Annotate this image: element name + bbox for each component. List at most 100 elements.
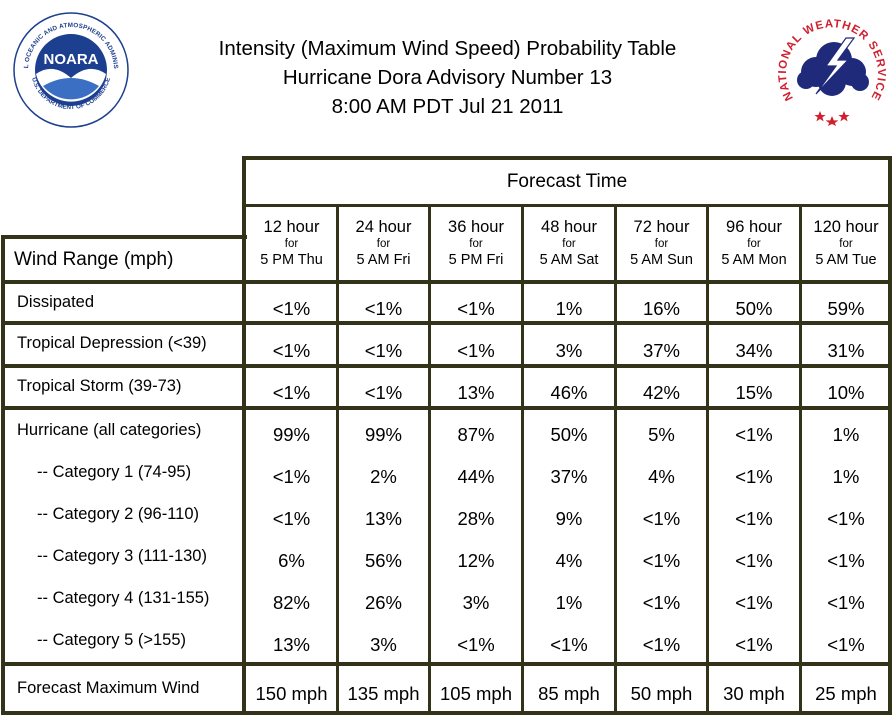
category-row-2-value: <1% — [642, 508, 681, 529]
category-row-5-value: <1% — [735, 634, 773, 655]
cloud-icon — [797, 42, 869, 96]
column-header-2: 24 hour for 5 AM Fri — [339, 207, 428, 280]
forecast-max-wind-value: 50 mph — [630, 683, 693, 704]
category-row-1-value: 2% — [370, 466, 397, 487]
table-row-2-value: <1% — [364, 340, 403, 361]
column-header-hour: 24 hour — [355, 218, 412, 237]
table-row-1-value: 50% — [735, 298, 773, 319]
row-label: Tropical Storm (39-73) — [17, 376, 182, 395]
hurricane-label: Hurricane (all categories) — [17, 420, 202, 439]
hurricane-row-value: 99% — [272, 424, 311, 445]
category-row-3-value: 56% — [364, 550, 403, 571]
category-row-5-value: <1% — [642, 634, 681, 655]
column-header-for: for — [469, 237, 483, 250]
category-row-1-value: 4% — [648, 466, 675, 487]
column-header-hour: 96 hour — [726, 218, 782, 237]
hurricane-row-value: 50% — [550, 424, 588, 445]
grid-line-row-2 — [1, 364, 891, 368]
category-label: -- Category 3 (111-130) — [37, 546, 207, 565]
column-header-1: 12 hour for 5 PM Thu — [247, 207, 336, 280]
column-header-when: 5 AM Mon — [721, 252, 787, 269]
column-header-when: 5 PM Thu — [260, 252, 323, 269]
table-row-3-value: 15% — [735, 382, 773, 403]
category-row-3-value: 6% — [278, 550, 305, 571]
category-row-1-value: 44% — [457, 466, 495, 487]
table-row-1-value: 16% — [642, 298, 681, 319]
title-line-1: Intensity (Maximum Wind Speed) Probabili… — [218, 37, 677, 60]
table-row-3-value: <1% — [272, 382, 311, 403]
column-header-when: 5 PM Fri — [448, 252, 504, 269]
hurricane-row-value: 5% — [648, 424, 675, 445]
forecast-max-wind-label: Forecast Maximum Wind — [17, 678, 200, 697]
table-row-3-value: 42% — [642, 382, 681, 403]
page-title: Intensity (Maximum Wind Speed) Probabili… — [150, 34, 745, 121]
column-header-for: for — [654, 237, 669, 250]
category-row-1-value: 37% — [550, 466, 588, 487]
grid-line-col-5 — [706, 204, 709, 715]
grid-line-row-4 — [1, 662, 891, 666]
category-row-5-value: 3% — [370, 634, 397, 655]
column-header-4: 48 hour for 5 AM Sat — [524, 207, 614, 280]
table-row-2-value: 3% — [555, 340, 583, 361]
forecast-max-wind-value: 85 mph — [538, 683, 600, 704]
category-row-2-value: <1% — [827, 508, 865, 529]
grid-line-top — [245, 156, 891, 160]
category-label: -- Category 5 (>155) — [37, 630, 187, 649]
grid-line-right — [888, 156, 892, 715]
category-row-4-value: <1% — [735, 592, 773, 613]
table-row-2-value: <1% — [457, 340, 495, 361]
column-header-when: 5 AM Sat — [539, 252, 599, 269]
column-header-for: for — [284, 237, 299, 250]
grid-line-col-2 — [428, 204, 431, 715]
grid-line-col-4 — [614, 204, 617, 715]
category-row-2-value: 9% — [555, 508, 583, 529]
column-header-5: 72 hour for 5 AM Sun — [617, 207, 706, 280]
stars-icon — [814, 111, 850, 126]
table-row-2-value: 31% — [827, 340, 865, 361]
table-row-2-value: 34% — [735, 340, 773, 361]
category-row-5-value: 13% — [272, 634, 311, 655]
hurricane-row-value: 87% — [457, 424, 495, 445]
hurricane-row-value: 99% — [364, 424, 403, 445]
table-row-3-value: <1% — [364, 382, 403, 403]
table-row-3-value: 10% — [827, 382, 865, 403]
lightning-icon — [815, 37, 856, 95]
category-row-2-value: 13% — [364, 508, 403, 529]
column-header-for: for — [747, 237, 761, 250]
grid-line-row-1 — [1, 321, 891, 325]
title-line-3: 8:00 AM PDT Jul 21 2011 — [331, 95, 564, 118]
category-row-4-value: <1% — [827, 592, 865, 613]
table-row-1-value: <1% — [364, 298, 403, 319]
grid-line-col-6 — [799, 204, 802, 715]
forecast-max-wind-value: 135 mph — [347, 683, 420, 704]
category-row-3-value: 12% — [457, 550, 495, 571]
category-row-2-value: <1% — [272, 508, 311, 529]
category-label: -- Category 4 (131-155) — [37, 588, 210, 607]
forecast-max-wind-value: 25 mph — [815, 683, 877, 704]
row-label: Tropical Depression (<39) — [17, 333, 207, 352]
grid-line-left — [1, 235, 5, 715]
category-row-5-value: <1% — [550, 634, 588, 655]
grid-line-label-divider — [242, 156, 246, 715]
grid-line-forecast-time — [245, 204, 891, 207]
grid-line-wind-range-top — [1, 235, 247, 239]
category-row-5-value: <1% — [827, 634, 865, 655]
forecast-max-wind-value: 150 mph — [255, 683, 328, 704]
wind-range-header: Wind Range (mph) — [14, 248, 174, 270]
grid-line-header-bottom — [1, 280, 891, 284]
column-header-hour: 36 hour — [448, 218, 504, 237]
category-row-3-value: 4% — [555, 550, 583, 571]
category-label: -- Category 1 (74-95) — [37, 462, 192, 481]
category-row-4-value: <1% — [642, 592, 681, 613]
table-row-1-value: 1% — [555, 298, 583, 319]
row-label: Dissipated — [17, 292, 95, 311]
column-header-when: 5 AM Tue — [815, 252, 877, 269]
column-header-hour: 48 hour — [541, 218, 597, 237]
category-row-4-value: 3% — [462, 592, 490, 613]
column-header-3: 36 hour for 5 PM Fri — [431, 207, 521, 280]
column-header-for: for — [562, 237, 576, 250]
table-row-1-value: <1% — [272, 298, 311, 319]
category-row-1-value: 1% — [832, 466, 860, 487]
table-row-3-value: 13% — [457, 382, 495, 403]
table-row-3-value: 46% — [550, 382, 588, 403]
